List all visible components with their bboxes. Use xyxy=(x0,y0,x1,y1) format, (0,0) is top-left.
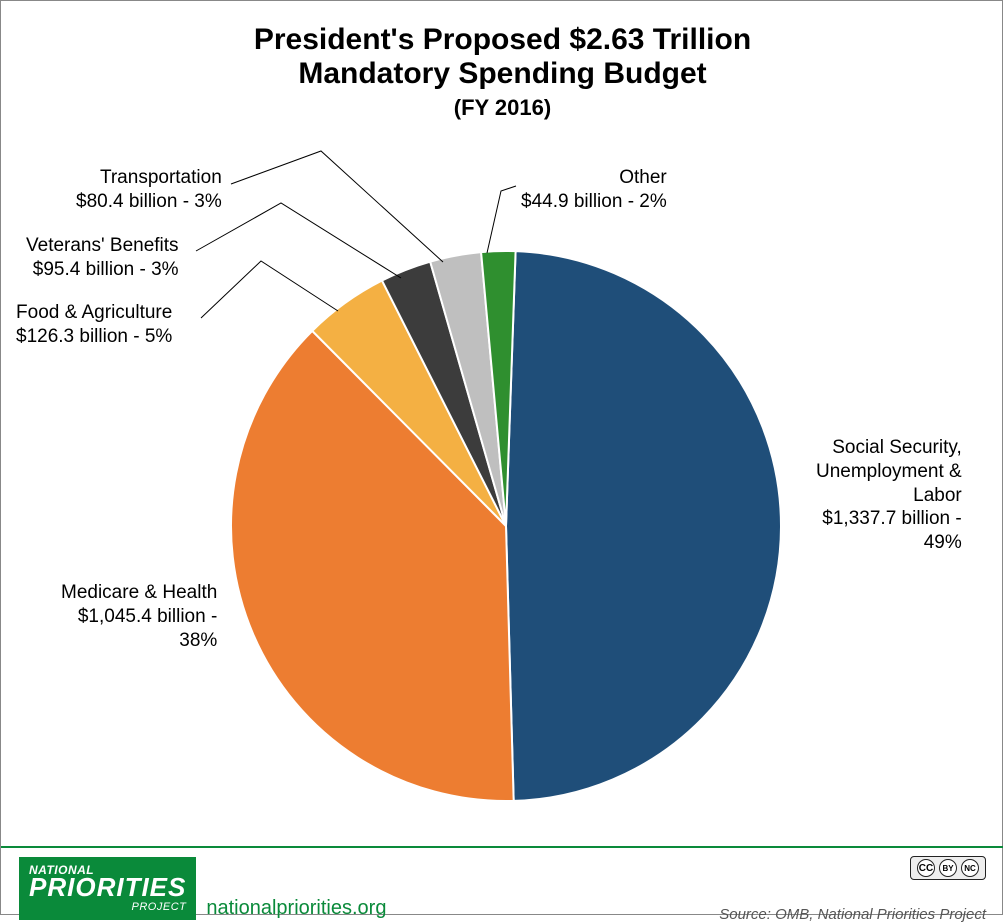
slice-label: Transportation$80.4 billion - 3% xyxy=(76,166,222,214)
npp-logo: NATIONAL PRIORITIES PROJECT xyxy=(19,857,196,919)
footer-right: CC BY NC Source: OMB, National Prioritie… xyxy=(719,854,986,923)
leader-line xyxy=(487,186,516,253)
slice-label: Other$44.9 billion - 2% xyxy=(521,166,667,214)
pie-chart xyxy=(1,1,1003,846)
footer: NATIONAL PRIORITIES PROJECT nationalprio… xyxy=(1,846,1003,916)
leader-line xyxy=(231,151,443,262)
logo-tag: PROJECT xyxy=(132,901,187,913)
cc-icon: CC xyxy=(917,859,935,877)
leader-line xyxy=(196,203,401,278)
logo-small: NATIONAL xyxy=(29,863,94,877)
pie-slice xyxy=(506,251,781,801)
footer-url: nationalpriorities.org xyxy=(206,897,386,920)
chart-container: President's Proposed $2.63 Trillion Mand… xyxy=(1,1,1003,916)
slice-label: Veterans' Benefits$95.4 billion - 3% xyxy=(26,234,179,282)
slice-label: Social Security,Unemployment &Labor$1,33… xyxy=(816,436,962,555)
logo-block: NATIONAL PRIORITIES PROJECT nationalprio… xyxy=(19,857,386,919)
slice-label: Food & Agriculture$126.3 billion - 5% xyxy=(16,301,172,349)
cc-by-icon: BY xyxy=(939,859,957,877)
source-text: Source: OMB, National Priorities Project xyxy=(719,880,986,923)
cc-badge: CC BY NC xyxy=(910,856,986,880)
cc-nc-icon: NC xyxy=(961,859,979,877)
leader-line xyxy=(201,261,338,318)
slice-label: Medicare & Health$1,045.4 billion -38% xyxy=(61,581,217,652)
